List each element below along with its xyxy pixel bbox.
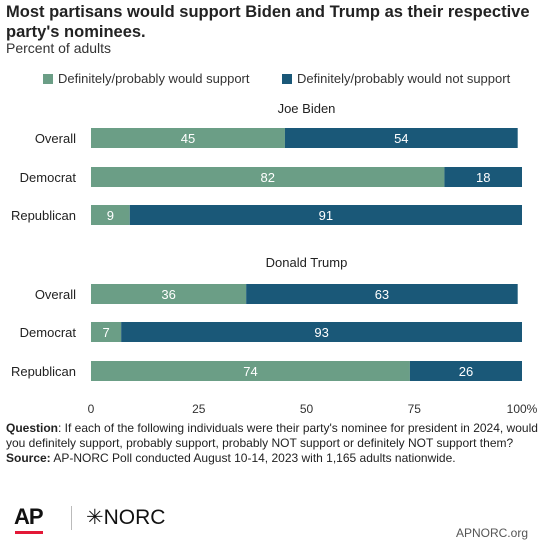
row-label-joe-biden-democrat: Democrat (20, 170, 77, 185)
legend: Definitely/probably would support Defini… (0, 71, 549, 89)
legend-item-not-support: Definitely/probably would not support (282, 71, 510, 86)
footnote: Question: If each of the following indiv… (6, 421, 544, 466)
data-label-joe-biden-republican-not-support: 91 (319, 208, 333, 223)
legend-item-support: Definitely/probably would support (43, 71, 250, 86)
x-tick-label: 0 (88, 402, 95, 416)
row-label-donald-trump-republican: Republican (11, 364, 76, 379)
chart-title: Most partisans would support Biden and T… (6, 3, 530, 41)
stacked-bar-chart: Joe Biden Overall 45 54 Democrat 82 18 Republic… (11, 101, 538, 416)
data-label-joe-biden-republican-support: 9 (107, 208, 114, 223)
data-label-donald-trump-overall-not-support: 63 (375, 287, 389, 302)
panel-title-joe-biden: Joe Biden (278, 101, 336, 116)
data-label-donald-trump-overall-support: 36 (161, 287, 175, 302)
chart-subtitle: Percent of adults (6, 40, 112, 56)
question-label: Question (6, 421, 59, 435)
ap-logo: AP (14, 504, 44, 529)
data-label-joe-biden-democrat-support: 82 (260, 170, 274, 185)
data-label-joe-biden-overall-support: 45 (181, 131, 195, 146)
bar-joe-biden-overall-support (91, 128, 285, 148)
x-tick-label: 50 (300, 402, 314, 416)
bar-joe-biden-republican-support (91, 205, 130, 225)
question-text: : If each of the following individuals w… (6, 421, 538, 450)
bar-joe-biden-overall-not-support (284, 128, 518, 148)
row-label-joe-biden-republican: Republican (11, 208, 76, 223)
data-label-donald-trump-democrat-not-support: 93 (314, 325, 328, 340)
site-link[interactable]: APNORC.org (455, 526, 528, 540)
source-label: Source: (6, 451, 51, 465)
bar-donald-trump-democrat-not-support (121, 322, 523, 342)
row-label-donald-trump-democrat: Democrat (20, 325, 77, 340)
bar-joe-biden-democrat-support (91, 167, 445, 187)
bar-joe-biden-democrat-not-support (444, 167, 522, 187)
data-label-donald-trump-republican-support: 74 (243, 364, 257, 379)
data-label-joe-biden-overall-not-support: 54 (394, 131, 408, 146)
x-tick-label: 100% (507, 402, 538, 416)
logo-divider (71, 506, 72, 530)
ap-logo-underline (15, 531, 43, 534)
legend-label-support: Definitely/probably would support (58, 71, 250, 86)
legend-label-not-support: Definitely/probably would not support (297, 71, 511, 86)
bar-donald-trump-overall-support (91, 284, 247, 304)
norc-logo: ✳NORC (86, 506, 166, 529)
bar-joe-biden-republican-not-support (129, 205, 523, 225)
legend-swatch-not-support (282, 73, 292, 84)
x-tick-label: 25 (192, 402, 206, 416)
data-label-donald-trump-republican-not-support: 26 (459, 364, 473, 379)
bar-donald-trump-overall-not-support (246, 284, 518, 304)
bar-donald-trump-republican-support (91, 361, 410, 381)
x-tick-label: 75 (408, 402, 422, 416)
row-label-joe-biden-overall: Overall (35, 131, 76, 146)
legend-swatch-support (43, 73, 53, 84)
bar-donald-trump-republican-not-support (409, 361, 522, 381)
data-label-joe-biden-democrat-not-support: 18 (476, 170, 490, 185)
row-label-donald-trump-overall: Overall (35, 287, 76, 302)
data-label-donald-trump-democrat-support: 7 (102, 325, 109, 340)
source-text: AP-NORC Poll conducted August 10-14, 202… (50, 451, 456, 465)
bar-donald-trump-democrat-support (91, 322, 122, 342)
panel-title-donald-trump: Donald Trump (266, 255, 348, 270)
